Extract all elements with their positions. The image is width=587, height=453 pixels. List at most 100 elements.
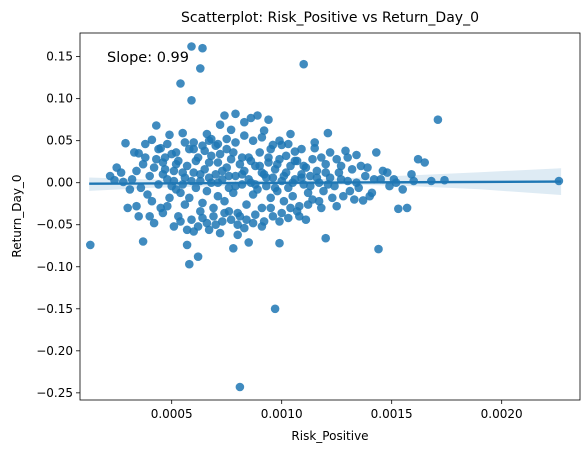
data-point — [235, 159, 245, 169]
data-point — [215, 149, 225, 159]
data-point — [246, 156, 256, 166]
data-point — [330, 181, 339, 191]
data-point — [213, 139, 223, 149]
data-point — [198, 198, 207, 208]
regression-line — [89, 180, 562, 185]
data-point — [158, 158, 168, 167]
data-point — [187, 215, 196, 224]
data-point — [413, 154, 423, 164]
data-point — [251, 210, 260, 219]
data-point — [299, 59, 309, 69]
data-point — [215, 228, 225, 238]
data-point — [365, 191, 375, 201]
data-point — [132, 201, 141, 211]
data-point — [218, 217, 227, 226]
data-point — [290, 147, 300, 156]
data-point — [229, 188, 238, 198]
data-point — [233, 230, 242, 240]
data-point — [409, 176, 419, 186]
y-tick-label: −0.25 — [36, 386, 73, 400]
data-point — [343, 153, 353, 162]
data-point — [420, 158, 430, 167]
data-point — [356, 161, 366, 171]
data-point — [185, 193, 194, 203]
data-point — [176, 217, 185, 226]
data-point — [255, 148, 264, 157]
data-point — [134, 212, 143, 221]
data-point — [292, 207, 302, 216]
data-point — [266, 144, 276, 154]
data-point — [385, 181, 394, 191]
data-point — [119, 177, 128, 187]
data-point — [301, 215, 311, 224]
y-tick-label: −0.10 — [36, 260, 73, 274]
data-point — [226, 125, 236, 135]
data-point — [319, 186, 328, 196]
data-point — [347, 165, 357, 174]
data-point — [248, 136, 258, 145]
chart-title: Scatterplot: Risk_Positive vs Return_Day… — [181, 10, 479, 26]
data-point — [86, 240, 95, 250]
data-point — [125, 185, 135, 194]
data-point — [138, 159, 148, 169]
data-point — [180, 200, 190, 209]
y-axis-ticks: −0.25 −0.20 −0.15 −0.10 −0.05 0.00 0.05 0.10 0.1… — [36, 50, 80, 400]
data-point — [275, 238, 284, 248]
data-point — [242, 215, 251, 224]
data-point — [407, 170, 416, 179]
data-point — [253, 111, 262, 120]
data-point — [191, 156, 201, 166]
data-point — [244, 238, 253, 247]
data-point — [130, 148, 139, 157]
data-point — [204, 225, 214, 235]
data-point — [277, 208, 287, 218]
x-tick-label: 0.0005 — [151, 407, 193, 421]
data-point — [229, 244, 238, 253]
data-point — [160, 165, 170, 174]
data-point — [193, 222, 203, 231]
data-point — [185, 259, 194, 269]
data-point — [242, 200, 251, 209]
x-tick-label: 0.0020 — [481, 407, 523, 421]
data-point — [182, 161, 192, 171]
data-point — [152, 154, 161, 164]
data-point — [336, 161, 346, 171]
data-point — [196, 207, 205, 216]
data-point — [222, 144, 231, 154]
data-point — [149, 163, 159, 172]
data-point — [321, 233, 331, 243]
data-point — [341, 146, 350, 156]
y-tick-label: −0.05 — [36, 218, 73, 232]
data-point — [209, 212, 218, 221]
x-tick-label: 0.0015 — [371, 407, 413, 421]
y-tick-label: 0.15 — [46, 50, 73, 64]
data-point — [158, 208, 168, 218]
data-point — [312, 173, 322, 182]
data-point — [240, 117, 249, 127]
data-point — [255, 161, 264, 171]
data-point — [244, 175, 253, 184]
data-point — [213, 191, 223, 201]
data-point — [334, 168, 344, 177]
data-point — [132, 166, 141, 176]
data-point — [143, 190, 152, 199]
data-point — [273, 159, 282, 169]
data-point — [270, 304, 280, 314]
data-point — [136, 183, 146, 193]
data-point — [286, 203, 295, 213]
data-point — [211, 220, 220, 229]
data-point — [297, 173, 306, 182]
data-point — [306, 181, 315, 191]
data-point — [202, 186, 212, 196]
data-point — [163, 201, 172, 211]
data-point — [165, 130, 174, 140]
data-point — [123, 203, 132, 213]
data-point — [317, 153, 326, 162]
data-point — [266, 203, 276, 213]
data-point — [187, 42, 196, 51]
data-point — [174, 156, 183, 166]
data-point — [112, 163, 121, 172]
data-point — [178, 168, 187, 177]
y-tick-label: −0.15 — [36, 302, 73, 316]
y-tick-label: 0.00 — [46, 176, 73, 190]
